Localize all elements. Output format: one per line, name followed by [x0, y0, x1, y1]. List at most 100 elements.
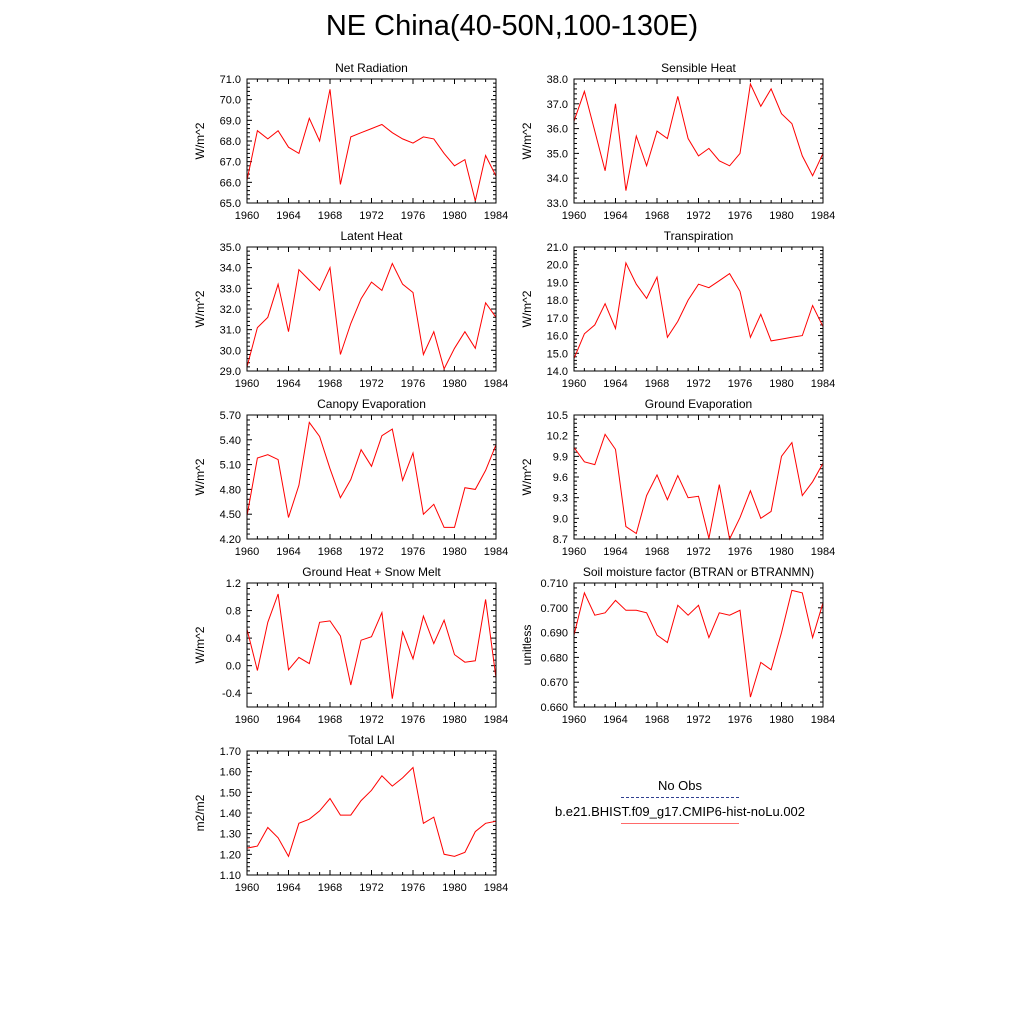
x-tick-label: 1972	[686, 546, 710, 558]
x-tick-label: 1976	[401, 882, 425, 894]
plot-frame	[246, 78, 497, 204]
x-tick-label: 1964	[276, 378, 300, 390]
y-tick-label: 35.0	[220, 242, 241, 254]
y-axis-label: W/m^2	[520, 122, 534, 159]
panel-ground-evaporation: Ground Evaporation W/m^2 1960 1964 1968 1972 1…	[520, 397, 835, 558]
y-tick-label: 69.0	[220, 115, 241, 127]
x-tick-label: 1984	[811, 714, 835, 726]
page-title: NE China(40-50N,100-130E)	[325, 10, 699, 42]
x-tick-label: 1972	[686, 210, 710, 222]
x-tick-label: 1960	[235, 714, 259, 726]
x-tick-label: 1984	[811, 378, 835, 390]
x-tick-label: 1980	[769, 378, 793, 390]
y-tick-label: 10.5	[547, 410, 568, 422]
x-tick-label: 1960	[562, 378, 586, 390]
plot-frame	[573, 78, 824, 204]
x-tick-label: 1964	[276, 714, 300, 726]
panel-total-lai: Total LAI m2/m2 1960 1964 1968 1972 1976 1980 19…	[193, 733, 508, 894]
y-tick-label: 9.3	[553, 493, 568, 505]
series-line	[246, 89, 497, 202]
panel-ground-heat-snow-melt: Ground Heat + Snow Melt W/m^2 1960 1964 1968…	[193, 565, 508, 726]
panel-title: Transpiration	[664, 229, 734, 243]
y-tick-label: 0.680	[540, 652, 568, 664]
series-line	[573, 82, 824, 191]
y-tick-label: 20.0	[547, 260, 568, 272]
x-tick-label: 1968	[645, 714, 669, 726]
y-axis-label: W/m^2	[520, 290, 534, 327]
y-axis-label: W/m^2	[193, 122, 207, 159]
x-tick-label: 1976	[728, 546, 752, 558]
legend-model-label: b.e21.BHIST.f09_g17.CMIP6-hist-noLu.002	[554, 804, 806, 819]
y-tick-label: -0.4	[222, 688, 241, 700]
y-tick-label: 36.0	[547, 124, 568, 136]
plot-frame	[246, 414, 497, 540]
y-tick-label: 0.670	[540, 677, 568, 689]
panel-title: Latent Heat	[340, 229, 403, 243]
x-tick-label: 1968	[645, 546, 669, 558]
y-tick-label: 1.60	[220, 767, 241, 779]
y-tick-label: 21.0	[547, 242, 568, 254]
x-tick-label: 1968	[645, 378, 669, 390]
x-tick-label: 1976	[728, 378, 752, 390]
y-tick-label: 70.0	[220, 95, 241, 107]
x-tick-label: 1976	[401, 378, 425, 390]
x-tick-label: 1980	[442, 882, 466, 894]
x-tick-label: 1968	[318, 546, 342, 558]
panel-net-radiation: Net Radiation W/m^2 1960 1964 1968 1972 1976 19…	[193, 61, 508, 222]
y-tick-label: 10.2	[547, 431, 568, 443]
y-tick-label: 0.700	[540, 603, 568, 615]
y-tick-label: 4.50	[220, 509, 241, 521]
y-tick-label: 0.710	[540, 578, 568, 590]
x-tick-label: 1964	[603, 546, 627, 558]
y-tick-label: 29.0	[220, 366, 241, 378]
x-tick-label: 1968	[318, 210, 342, 222]
x-tick-label: 1984	[484, 882, 508, 894]
x-tick-label: 1968	[318, 378, 342, 390]
x-tick-label: 1964	[276, 546, 300, 558]
y-tick-label: 67.0	[220, 157, 241, 169]
x-tick-label: 1980	[442, 378, 466, 390]
x-tick-label: 1980	[769, 210, 793, 222]
y-tick-label: 4.20	[220, 534, 241, 546]
x-tick-label: 1960	[235, 882, 259, 894]
x-tick-label: 1960	[562, 210, 586, 222]
x-tick-label: 1972	[359, 210, 383, 222]
y-tick-label: 9.0	[553, 513, 568, 525]
y-tick-label: 1.10	[220, 870, 241, 882]
x-tick-label: 1984	[811, 546, 835, 558]
x-tick-label: 1984	[484, 210, 508, 222]
y-tick-label: 31.0	[220, 325, 241, 337]
y-tick-label: 9.6	[553, 472, 568, 484]
x-tick-label: 1984	[484, 378, 508, 390]
plot-frame	[246, 582, 497, 708]
panel-title: Net Radiation	[335, 61, 408, 75]
x-tick-label: 1968	[645, 210, 669, 222]
y-axis-label: unitless	[520, 625, 534, 666]
y-tick-label: 68.0	[220, 136, 241, 148]
panel-title: Canopy Evaporation	[317, 397, 426, 411]
x-tick-label: 1976	[728, 714, 752, 726]
panel-title: Total LAI	[348, 733, 395, 747]
legend: No Obs b.e21.BHIST.f09_g17.CMIP6-hist-no…	[530, 778, 830, 824]
y-tick-label: 17.0	[547, 313, 568, 325]
x-tick-label: 1972	[359, 546, 383, 558]
x-tick-label: 1980	[769, 714, 793, 726]
x-tick-label: 1972	[359, 378, 383, 390]
series-line	[573, 589, 824, 698]
y-tick-label: 1.30	[220, 829, 241, 841]
series-line	[246, 262, 497, 371]
y-tick-label: 8.7	[553, 534, 568, 546]
x-tick-label: 1972	[686, 714, 710, 726]
y-axis-label: m2/m2	[193, 794, 207, 831]
panel-sensible-heat: Sensible Heat W/m^2 1960 1964 1968 1972 1976 19…	[520, 61, 835, 222]
x-tick-label: 1960	[235, 546, 259, 558]
y-tick-label: 4.80	[220, 484, 241, 496]
plot-frame	[246, 750, 497, 876]
y-axis-label: W/m^2	[193, 626, 207, 663]
y-tick-label: 16.0	[547, 331, 568, 343]
panel-transpiration: Transpiration W/m^2 1960 1964 1968 1972 1976 19…	[520, 229, 835, 390]
y-tick-label: 19.0	[547, 277, 568, 289]
y-axis-label: W/m^2	[193, 290, 207, 327]
y-tick-label: 0.690	[540, 628, 568, 640]
